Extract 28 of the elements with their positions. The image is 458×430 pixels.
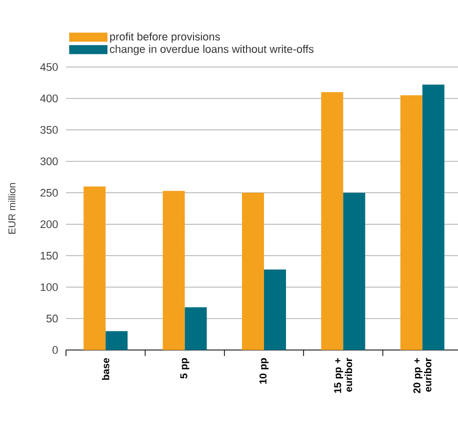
x-tick-label: base bbox=[102, 358, 110, 380]
y-tick-label: 300 bbox=[40, 157, 58, 166]
bar bbox=[343, 192, 366, 350]
legend-label: profit before provisions bbox=[110, 32, 220, 43]
y-axis-title: EUR million bbox=[8, 183, 16, 234]
bar bbox=[242, 192, 264, 350]
bar bbox=[422, 84, 444, 350]
y-tick-label: 350 bbox=[40, 126, 58, 134]
y-tick-label: 200 bbox=[40, 220, 58, 228]
bar bbox=[84, 186, 106, 350]
y-tick-label: 150 bbox=[40, 252, 58, 260]
x-tick-label: 20 pp + euribor bbox=[413, 358, 432, 394]
bar bbox=[184, 307, 207, 350]
y-tick-label: 250 bbox=[40, 188, 58, 197]
x-tick-label: 15 pp + euribor bbox=[334, 358, 352, 393]
y-tick-label: 100 bbox=[40, 283, 58, 291]
x-tick-label: 10 pp bbox=[259, 358, 268, 384]
legend-label: change in overdue loans without write-offs bbox=[110, 44, 314, 56]
y-tick-label: 0 bbox=[52, 346, 58, 354]
y-tick-label: 50 bbox=[46, 314, 58, 322]
bar bbox=[106, 331, 128, 350]
x-tick-label: 5 pp bbox=[180, 358, 190, 378]
bar bbox=[162, 190, 185, 350]
y-tick-label: 400 bbox=[40, 94, 58, 102]
bar bbox=[264, 270, 286, 350]
bar bbox=[400, 95, 422, 350]
bar bbox=[321, 92, 344, 350]
y-tick-label: 450 bbox=[40, 63, 58, 71]
